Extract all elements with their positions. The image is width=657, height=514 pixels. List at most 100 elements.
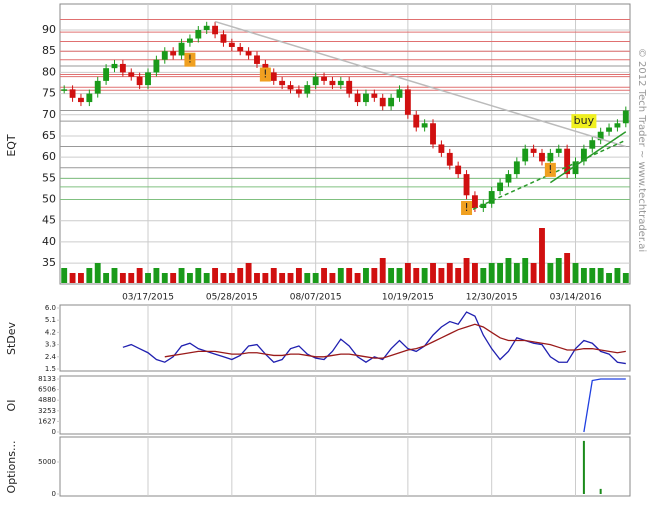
candle xyxy=(254,55,260,64)
series-line xyxy=(583,378,626,433)
y-tick-label: 80 xyxy=(42,65,56,78)
candle xyxy=(170,51,177,56)
volume-bar xyxy=(622,273,629,283)
y-tick-label: 4.2 xyxy=(45,328,56,336)
y-tick-label: 90 xyxy=(42,23,56,36)
volume-bar xyxy=(103,273,110,283)
candle xyxy=(279,80,286,86)
volume-bar xyxy=(539,228,545,283)
y-tick-label: 0 xyxy=(52,428,56,436)
annotation: buy xyxy=(574,114,595,127)
candle xyxy=(455,165,462,175)
volume-bar xyxy=(346,268,353,283)
candle xyxy=(379,97,386,107)
volume-bar xyxy=(488,263,495,283)
volume-bar xyxy=(186,273,193,283)
volume-bar xyxy=(404,263,411,283)
volume-bar xyxy=(614,268,621,283)
volume-bar xyxy=(547,263,554,283)
panel xyxy=(59,304,631,372)
volume-bar xyxy=(321,268,327,283)
volume-bar xyxy=(295,268,302,283)
annotation-box xyxy=(571,114,597,129)
volume-bar xyxy=(86,268,93,283)
candle xyxy=(497,182,504,192)
candle xyxy=(404,89,411,115)
candle xyxy=(186,38,193,43)
candle xyxy=(488,191,495,204)
volume-bar xyxy=(161,273,168,283)
volume-bar xyxy=(455,268,462,283)
candle xyxy=(103,68,110,81)
candle xyxy=(195,30,202,39)
candle xyxy=(597,131,604,141)
volume-bar xyxy=(522,258,529,283)
candle xyxy=(212,25,219,35)
candle xyxy=(430,123,436,145)
y-tick-label: 2.4 xyxy=(45,353,57,361)
y-tick-label: 1.5 xyxy=(45,365,56,373)
volume-bar xyxy=(61,268,68,283)
y-tick-label: 45 xyxy=(42,214,56,227)
y-tick-label: 8133 xyxy=(38,375,56,383)
volume-bar xyxy=(270,268,277,283)
volume-bar xyxy=(287,273,294,283)
candle xyxy=(371,93,378,98)
candle xyxy=(237,46,244,52)
bar xyxy=(599,488,602,494)
candle xyxy=(513,161,520,175)
candle xyxy=(161,51,168,60)
candle xyxy=(539,152,545,162)
volume-bar xyxy=(262,273,269,283)
volume-bar xyxy=(564,253,571,283)
volume-bar xyxy=(220,273,227,283)
volume-bar xyxy=(337,268,344,283)
y-tick-label: 70 xyxy=(42,108,56,121)
annotation: ! xyxy=(548,163,552,176)
candle xyxy=(547,152,554,162)
candle xyxy=(128,72,135,77)
y-tick-label: 3253 xyxy=(38,407,56,415)
volume-bar xyxy=(212,268,219,283)
candle xyxy=(555,148,562,153)
y-tick-label: 50 xyxy=(42,193,56,206)
candle xyxy=(505,174,512,183)
volume-bar xyxy=(329,273,336,283)
candle xyxy=(220,34,227,43)
volume-bar xyxy=(463,258,470,283)
volume-bar xyxy=(589,268,596,283)
panel xyxy=(59,3,631,285)
panel xyxy=(59,436,631,497)
volume-bar xyxy=(304,273,311,283)
volume-bar xyxy=(379,258,386,283)
volume-bar xyxy=(203,273,210,283)
volume-bar xyxy=(555,258,562,283)
volume-bar xyxy=(513,263,520,283)
candle xyxy=(329,80,336,86)
volume-bar xyxy=(580,268,587,283)
volume-bar xyxy=(497,263,504,283)
volume-bar xyxy=(245,263,252,283)
x-tick-label: 03/17/2015 xyxy=(122,293,174,303)
x-tick-label: 10/19/2015 xyxy=(382,293,434,303)
volume-bar xyxy=(136,268,143,283)
candle xyxy=(354,93,361,103)
candle xyxy=(228,42,235,47)
y-tick-label: 65 xyxy=(42,129,56,142)
annotation-box xyxy=(544,162,556,177)
candle xyxy=(421,123,428,128)
volume-bar xyxy=(388,268,395,283)
volume-bar xyxy=(480,268,487,283)
candle xyxy=(614,123,621,128)
candle xyxy=(203,25,210,31)
candle xyxy=(346,80,353,94)
volume-bar xyxy=(78,273,84,283)
volume-bar xyxy=(237,268,244,283)
candle xyxy=(580,148,587,162)
y-tick-label: 85 xyxy=(42,44,56,57)
candle xyxy=(312,76,319,86)
annotation-box xyxy=(461,201,473,215)
annotation: ! xyxy=(263,68,267,81)
volume-bar xyxy=(128,273,135,283)
